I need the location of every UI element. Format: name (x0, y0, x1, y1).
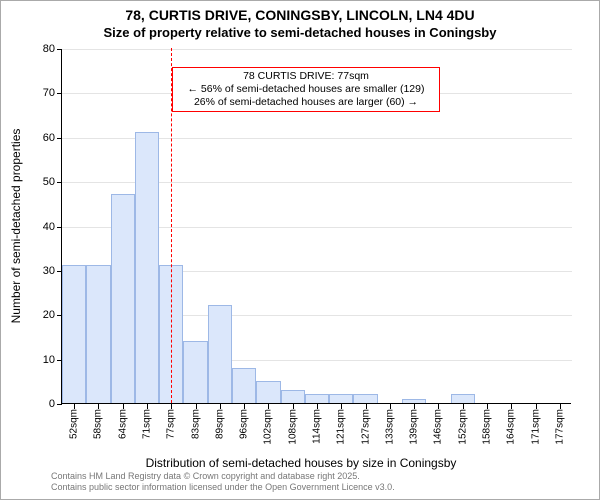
ytick-label: 10 (15, 354, 55, 366)
ytick-label: 40 (15, 221, 55, 233)
xtick-label: 164sqm (506, 409, 517, 445)
bar (111, 194, 135, 403)
x-axis-title: Distribution of semi-detached houses by … (1, 456, 600, 470)
xtick-label: 133sqm (384, 409, 395, 445)
ytick-label: 0 (15, 398, 55, 410)
title-main: 78, CURTIS DRIVE, CONINGSBY, LINCOLN, LN… (1, 7, 599, 25)
xtick-label: 89sqm (214, 409, 225, 439)
footer-line: Contains public sector information licen… (51, 482, 395, 493)
footer-line: Contains HM Land Registry data © Crown c… (51, 471, 395, 482)
bar (281, 390, 305, 403)
chart-container: 78, CURTIS DRIVE, CONINGSBY, LINCOLN, LN… (0, 0, 600, 500)
xtick-label: 83sqm (190, 409, 201, 439)
ytick-label: 70 (15, 87, 55, 99)
xtick-label: 146sqm (433, 409, 444, 445)
ytick-label: 50 (15, 176, 55, 188)
plot: 0102030405060708052sqm58sqm64sqm71sqm77s… (61, 49, 571, 404)
xtick-label: 171sqm (530, 409, 541, 445)
bar (402, 399, 426, 403)
annotation-line: 26% of semi-detached houses are larger (… (178, 96, 434, 109)
annotation-line: 78 CURTIS DRIVE: 77sqm (178, 70, 434, 83)
ytick-label: 80 (15, 43, 55, 55)
xtick-label: 71sqm (142, 409, 153, 439)
bar (135, 132, 159, 403)
xtick-label: 96sqm (239, 409, 250, 439)
bar (451, 394, 475, 403)
bar (86, 265, 110, 403)
ytick-label: 60 (15, 132, 55, 144)
xtick-label: 177sqm (554, 409, 565, 445)
ytick-mark (57, 138, 62, 139)
gridline (62, 49, 572, 50)
ytick-mark (57, 49, 62, 50)
plot-area: 0102030405060708052sqm58sqm64sqm71sqm77s… (61, 49, 571, 404)
bar (208, 305, 232, 403)
ytick-mark (57, 404, 62, 405)
title-sub: Size of property relative to semi-detach… (1, 25, 599, 41)
xtick-label: 152sqm (457, 409, 468, 445)
bar (305, 394, 329, 403)
xtick-label: 77sqm (166, 409, 177, 439)
ytick-label: 20 (15, 309, 55, 321)
xtick-label: 108sqm (287, 409, 298, 445)
annotation-box: 78 CURTIS DRIVE: 77sqm← 56% of semi-deta… (172, 67, 440, 112)
ytick-mark (57, 93, 62, 94)
ytick-mark (57, 227, 62, 228)
xtick-label: 127sqm (360, 409, 371, 445)
xtick-label: 52sqm (69, 409, 80, 439)
annotation-line: ← 56% of semi-detached houses are smalle… (178, 83, 434, 96)
bar (353, 394, 377, 403)
bar (183, 341, 207, 403)
xtick-label: 139sqm (409, 409, 420, 445)
xtick-label: 102sqm (263, 409, 274, 445)
ytick-mark (57, 182, 62, 183)
bar (232, 368, 256, 404)
footer: Contains HM Land Registry data © Crown c… (51, 471, 395, 493)
title-block: 78, CURTIS DRIVE, CONINGSBY, LINCOLN, LN… (1, 1, 599, 41)
xtick-label: 158sqm (482, 409, 493, 445)
xtick-label: 121sqm (336, 409, 347, 445)
bar (62, 265, 86, 403)
xtick-label: 58sqm (93, 409, 104, 439)
ytick-label: 30 (15, 265, 55, 277)
xtick-label: 114sqm (312, 409, 323, 444)
xtick-label: 64sqm (117, 409, 128, 439)
bar (256, 381, 280, 403)
bar (329, 394, 353, 403)
